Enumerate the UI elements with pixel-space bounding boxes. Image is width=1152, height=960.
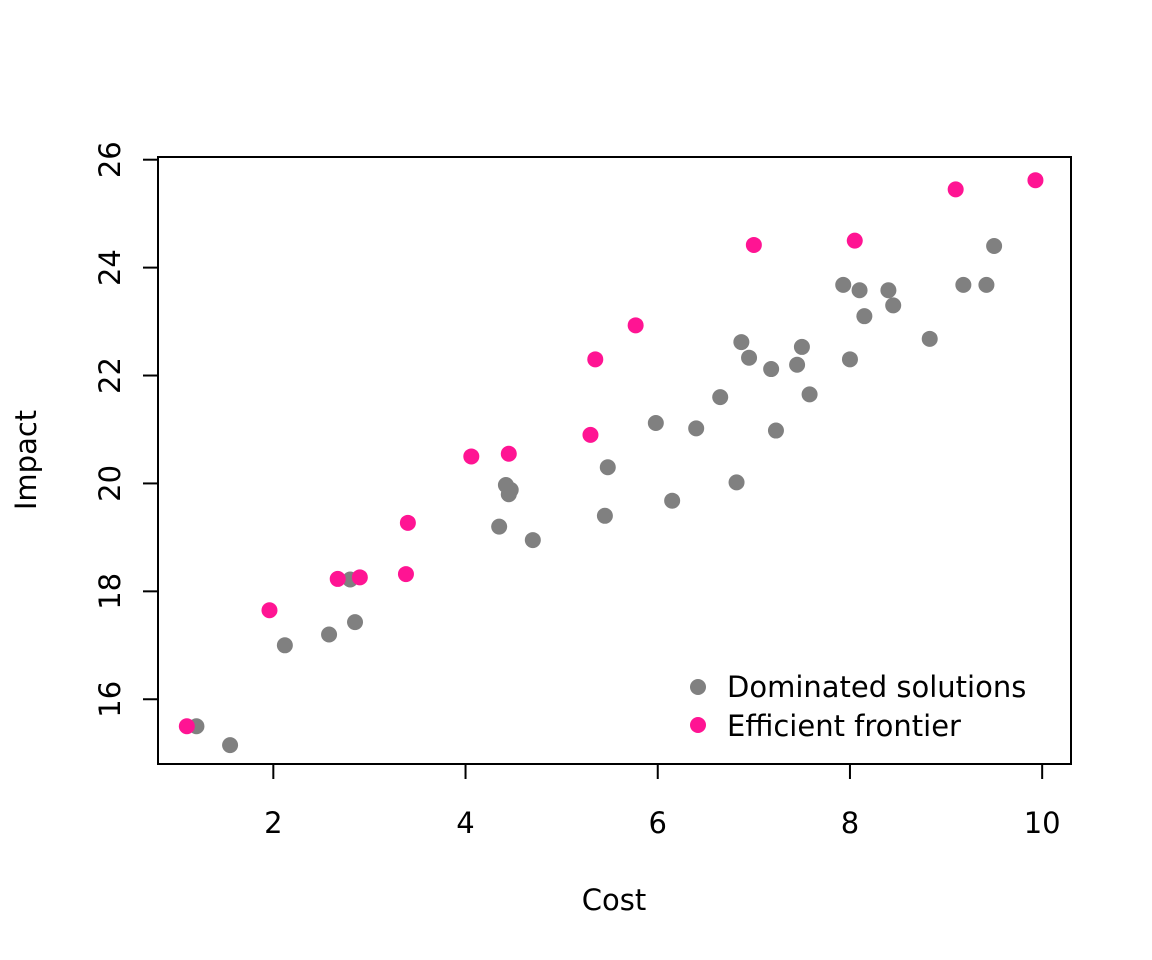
frontier-point bbox=[178, 718, 195, 735]
series-dominated bbox=[188, 238, 1003, 754]
y-axis: 16 18 20 22 24 26 bbox=[93, 141, 159, 718]
dominated-point bbox=[835, 276, 852, 293]
frontier-point bbox=[463, 448, 480, 465]
y-tick-label: 26 bbox=[93, 141, 127, 178]
dominated-point bbox=[321, 626, 338, 643]
dominated-point bbox=[647, 415, 664, 432]
frontier-point bbox=[627, 317, 644, 334]
y-tick-label: 20 bbox=[93, 465, 127, 502]
frontier-point bbox=[397, 566, 414, 583]
dominated-point bbox=[955, 276, 972, 293]
dominated-point bbox=[491, 518, 508, 535]
frontier-point bbox=[261, 602, 278, 619]
dominated-point bbox=[222, 737, 239, 754]
dominated-point bbox=[733, 334, 750, 351]
dominated-point bbox=[728, 474, 745, 491]
points-layer bbox=[178, 172, 1044, 754]
dominated-point bbox=[524, 532, 541, 549]
dominated-point bbox=[767, 422, 784, 439]
legend-label-dominated: Dominated solutions bbox=[727, 670, 1026, 704]
dominated-point bbox=[741, 349, 758, 366]
legend-marker-frontier bbox=[690, 717, 706, 733]
x-tick-label: 6 bbox=[649, 806, 667, 840]
y-tick-label: 22 bbox=[93, 357, 127, 394]
x-axis-label: Cost bbox=[582, 883, 646, 917]
dominated-point bbox=[851, 282, 868, 299]
dominated-point bbox=[596, 507, 613, 524]
dominated-point bbox=[664, 492, 681, 509]
frontier-point bbox=[329, 570, 346, 587]
dominated-point bbox=[276, 637, 293, 654]
x-axis: 2 4 6 8 10 bbox=[264, 763, 1061, 840]
dominated-point bbox=[856, 308, 873, 325]
x-tick-label: 4 bbox=[456, 806, 474, 840]
y-tick-label: 18 bbox=[93, 573, 127, 610]
x-tick-label: 8 bbox=[841, 806, 859, 840]
dominated-point bbox=[688, 420, 705, 437]
frontier-point bbox=[351, 569, 368, 586]
y-tick-label: 24 bbox=[93, 249, 127, 286]
dominated-point bbox=[712, 389, 729, 406]
dominated-point bbox=[599, 459, 616, 476]
frontier-point bbox=[947, 181, 964, 198]
y-axis-label: Impact bbox=[9, 410, 43, 510]
legend-label-frontier: Efficient frontier bbox=[727, 709, 961, 743]
frontier-point bbox=[399, 514, 416, 531]
series-frontier bbox=[178, 172, 1044, 735]
dominated-point bbox=[801, 386, 818, 403]
dominated-point bbox=[347, 614, 364, 631]
frontier-point bbox=[587, 351, 604, 368]
frontier-point bbox=[1027, 172, 1044, 189]
x-tick-label: 10 bbox=[1024, 806, 1061, 840]
dominated-point bbox=[978, 276, 995, 293]
dominated-point bbox=[885, 297, 902, 314]
dominated-point bbox=[502, 481, 519, 498]
dominated-point bbox=[880, 282, 897, 299]
dominated-point bbox=[793, 338, 810, 355]
legend-marker-dominated bbox=[690, 679, 706, 695]
frontier-point bbox=[500, 445, 517, 462]
frontier-point bbox=[582, 426, 599, 443]
dominated-point bbox=[986, 238, 1003, 255]
dominated-point bbox=[841, 351, 858, 368]
legend: Dominated solutions Efficient frontier bbox=[690, 670, 1026, 743]
y-tick-label: 16 bbox=[93, 681, 127, 718]
dominated-point bbox=[789, 356, 806, 373]
x-tick-label: 2 bbox=[264, 806, 282, 840]
dominated-point bbox=[921, 330, 938, 347]
dominated-point bbox=[763, 361, 780, 378]
frontier-point bbox=[846, 232, 863, 249]
frontier-point bbox=[745, 236, 762, 253]
